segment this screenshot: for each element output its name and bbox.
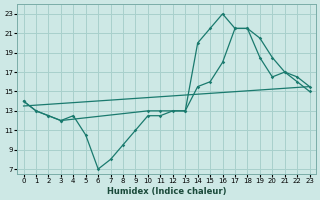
- X-axis label: Humidex (Indice chaleur): Humidex (Indice chaleur): [107, 187, 226, 196]
